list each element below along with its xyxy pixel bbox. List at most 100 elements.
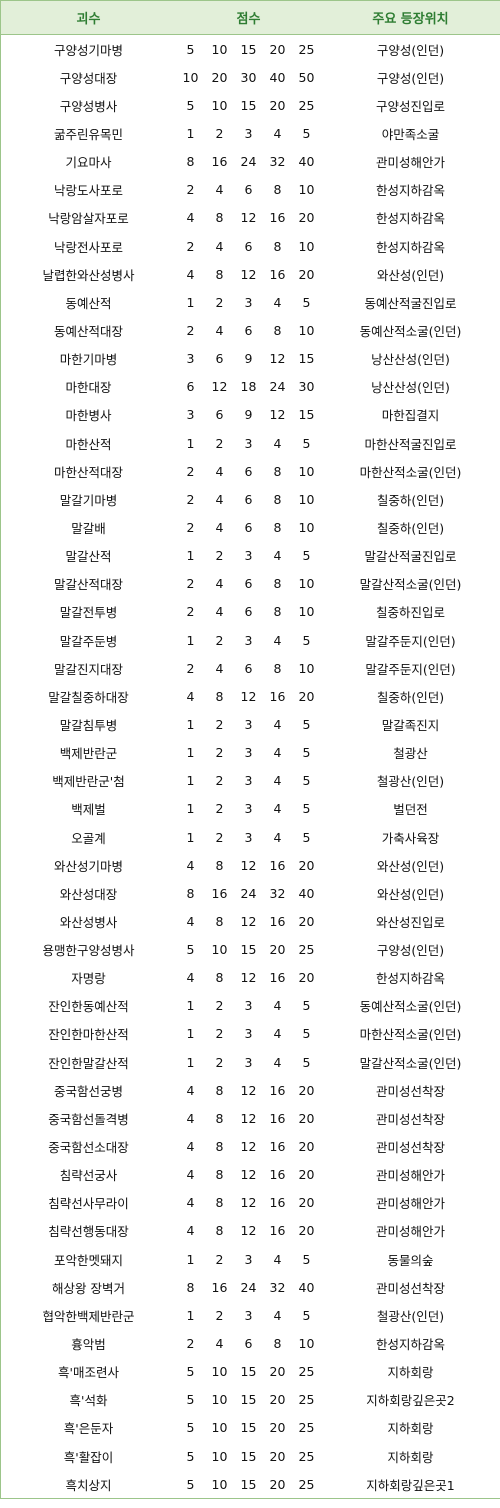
table-row: 마한산적대장 2 4 6 8 10 마한산적소굴(인던) bbox=[1, 457, 500, 485]
table-row: 침략선사무라이 4 8 12 16 20 관미성해안가 bbox=[1, 1189, 500, 1217]
table-row: 동예산적 1 2 3 4 5 동예산적굴진입로 bbox=[1, 288, 500, 316]
table-row: 말갈진지대장 2 4 6 8 10 말갈주둔지(인던) bbox=[1, 654, 500, 682]
score-value-3: 3 bbox=[244, 1026, 253, 1042]
score-value-2: 10 bbox=[211, 942, 228, 958]
spawn-location: 철광산(인던) bbox=[376, 774, 445, 790]
monster-name: 자명랑 bbox=[71, 971, 106, 987]
score-value-2: 10 bbox=[205, 1470, 234, 1500]
monster-name: 마한기마병 bbox=[59, 352, 118, 368]
score-value-3: 3 bbox=[244, 1054, 253, 1070]
table-row: 말갈주둔병 1 2 3 4 5 말갈주둔지(인던) bbox=[1, 626, 500, 654]
monster-name: 백제반란군'첨 bbox=[52, 774, 125, 790]
score-value-4: 4 bbox=[273, 1251, 282, 1267]
score-value-2: 4 bbox=[215, 322, 224, 338]
spawn-location: 철광산 bbox=[393, 746, 428, 762]
table-row: 중국함선소대장 4 8 12 16 20 관미성선착장 bbox=[1, 1132, 500, 1160]
score-value-5: 5 bbox=[302, 294, 311, 310]
spawn-location: 말갈산적소굴(인던) bbox=[359, 577, 462, 593]
score-value-2: 2 bbox=[215, 1026, 224, 1042]
table-row: 흉악범 2 4 6 8 10 한성지하감옥 bbox=[1, 1329, 500, 1357]
monster-name: 동예산적 bbox=[65, 295, 112, 311]
table-row: 동예산적대장 2 4 6 8 10 동예산적소굴(인던) bbox=[1, 316, 500, 344]
score-value-4: 4 bbox=[273, 125, 282, 141]
spawn-location: 관미성해안가 bbox=[376, 1224, 446, 1240]
score-value-2: 8 bbox=[215, 688, 224, 704]
score-value-2: 16 bbox=[211, 154, 228, 170]
score-value-5: 40 bbox=[298, 1279, 315, 1295]
score-value-5: 10 bbox=[298, 660, 315, 676]
score-value-3: 6 bbox=[244, 576, 253, 592]
table-row: 흑치상지 5 10 15 20 25 지하회랑깊은곳1 bbox=[1, 1470, 500, 1500]
table-row: 해상왕 장벽거 8 16 24 32 40 관미성선착장 bbox=[1, 1273, 500, 1301]
score-value-4: 8 bbox=[273, 463, 282, 479]
table-row: 와산성대장 8 16 24 32 40 와산성(인던) bbox=[1, 879, 500, 907]
score-value-2: 2 bbox=[215, 632, 224, 648]
score-value-2: 4 bbox=[215, 660, 224, 676]
table-row: 기요마사 8 16 24 32 40 관미성해안가 bbox=[1, 148, 500, 176]
table-row: 와산성기마병 4 8 12 16 20 와산성(인던) bbox=[1, 851, 500, 879]
score-value-2: 6 bbox=[215, 351, 224, 367]
monster-name: 흑'석화 bbox=[69, 1393, 108, 1409]
score-value-3: 6 bbox=[244, 1336, 253, 1352]
monster-name: 용맹한구양성병사 bbox=[42, 943, 135, 959]
score-value-1: 2 bbox=[186, 238, 195, 254]
score-value-2: 2 bbox=[215, 773, 224, 789]
score-value-4: 24 bbox=[269, 379, 286, 395]
score-value-4: 40 bbox=[269, 69, 286, 85]
spawn-location: 벌던전 bbox=[393, 802, 428, 818]
score-value-3: 3 bbox=[244, 716, 253, 732]
table-row: 말갈배 2 4 6 8 10 칠중하(인던) bbox=[1, 513, 500, 541]
score-value-1: 5 bbox=[176, 1470, 205, 1500]
spawn-location: 와산성진입로 bbox=[376, 914, 446, 930]
score-value-5: 5 bbox=[302, 435, 311, 451]
spawn-location: 칠중하(인던) bbox=[376, 689, 445, 705]
score-value-2: 6 bbox=[215, 407, 224, 423]
table-body: 구양성기마병 5 10 15 20 25 구양성(인던) 구양성대장 10 20 30 40 50 구양성… bbox=[1, 35, 500, 1500]
monster-name: 낙랑도사포로 bbox=[53, 183, 123, 199]
spawn-location: 관미성선착장 bbox=[376, 1140, 446, 1156]
score-value-1: 4 bbox=[186, 1223, 195, 1239]
score-value-1: 1 bbox=[186, 125, 195, 141]
score-value-2: 4 bbox=[215, 238, 224, 254]
spawn-location: 말갈산적소굴(인던) bbox=[359, 1055, 462, 1071]
score-value-1: 1 bbox=[186, 435, 195, 451]
score-value-3: 3 bbox=[244, 125, 253, 141]
monster-name: 잔인한마한산적 bbox=[48, 1027, 129, 1043]
score-value-1: 4 bbox=[186, 266, 195, 282]
spawn-location: 동예산적소굴(인던) bbox=[359, 323, 462, 339]
monster-name: 흉악범 bbox=[71, 1337, 106, 1353]
score-value-3: 12 bbox=[240, 210, 257, 226]
score-value-5: 25 bbox=[298, 97, 315, 113]
monster-name: 포악한멧돼지 bbox=[53, 1252, 123, 1268]
monster-name: 침략선행동대장 bbox=[48, 1224, 129, 1240]
score-value-2: 2 bbox=[215, 998, 224, 1014]
score-value-5: 20 bbox=[298, 688, 315, 704]
score-value-3: 24 bbox=[240, 885, 257, 901]
score-value-3: 12 bbox=[240, 688, 257, 704]
score-value-4: 12 bbox=[269, 407, 286, 423]
table-row: 흑'은둔자 5 10 15 20 25 지하회랑 bbox=[1, 1414, 500, 1442]
spawn-location: 관미성선착장 bbox=[376, 1111, 446, 1127]
score-value-1: 5 bbox=[186, 942, 195, 958]
spawn-location: 동예산적소굴(인던) bbox=[359, 999, 462, 1015]
score-value-5: 10 bbox=[298, 182, 315, 198]
score-value-1: 2 bbox=[186, 576, 195, 592]
table-row: 백제반란군 1 2 3 4 5 철광산 bbox=[1, 739, 500, 767]
monster-name: 중국함선돌격병 bbox=[48, 1111, 129, 1127]
score-value-4: 8 bbox=[273, 322, 282, 338]
monster-name: 말갈기마병 bbox=[59, 492, 118, 508]
score-value-5: 5 bbox=[302, 1307, 311, 1323]
score-value-1: 4 bbox=[186, 970, 195, 986]
spawn-location: 한성지하감옥 bbox=[376, 1337, 446, 1353]
score-value-1: 1 bbox=[186, 548, 195, 564]
score-value-5: 25 bbox=[298, 1448, 315, 1464]
score-value-3: 3 bbox=[244, 548, 253, 564]
monster-name: 구양성병사 bbox=[59, 98, 118, 114]
spawn-location: 칠중하(인던) bbox=[376, 492, 445, 508]
spawn-location: 동예산적굴진입로 bbox=[364, 295, 457, 311]
table-row: 오골계 1 2 3 4 5 가축사육장 bbox=[1, 823, 500, 851]
monster-name: 굶주린유목민 bbox=[53, 126, 123, 142]
score-value-4: 4 bbox=[273, 548, 282, 564]
spawn-location: 관미성선착장 bbox=[376, 1083, 446, 1099]
